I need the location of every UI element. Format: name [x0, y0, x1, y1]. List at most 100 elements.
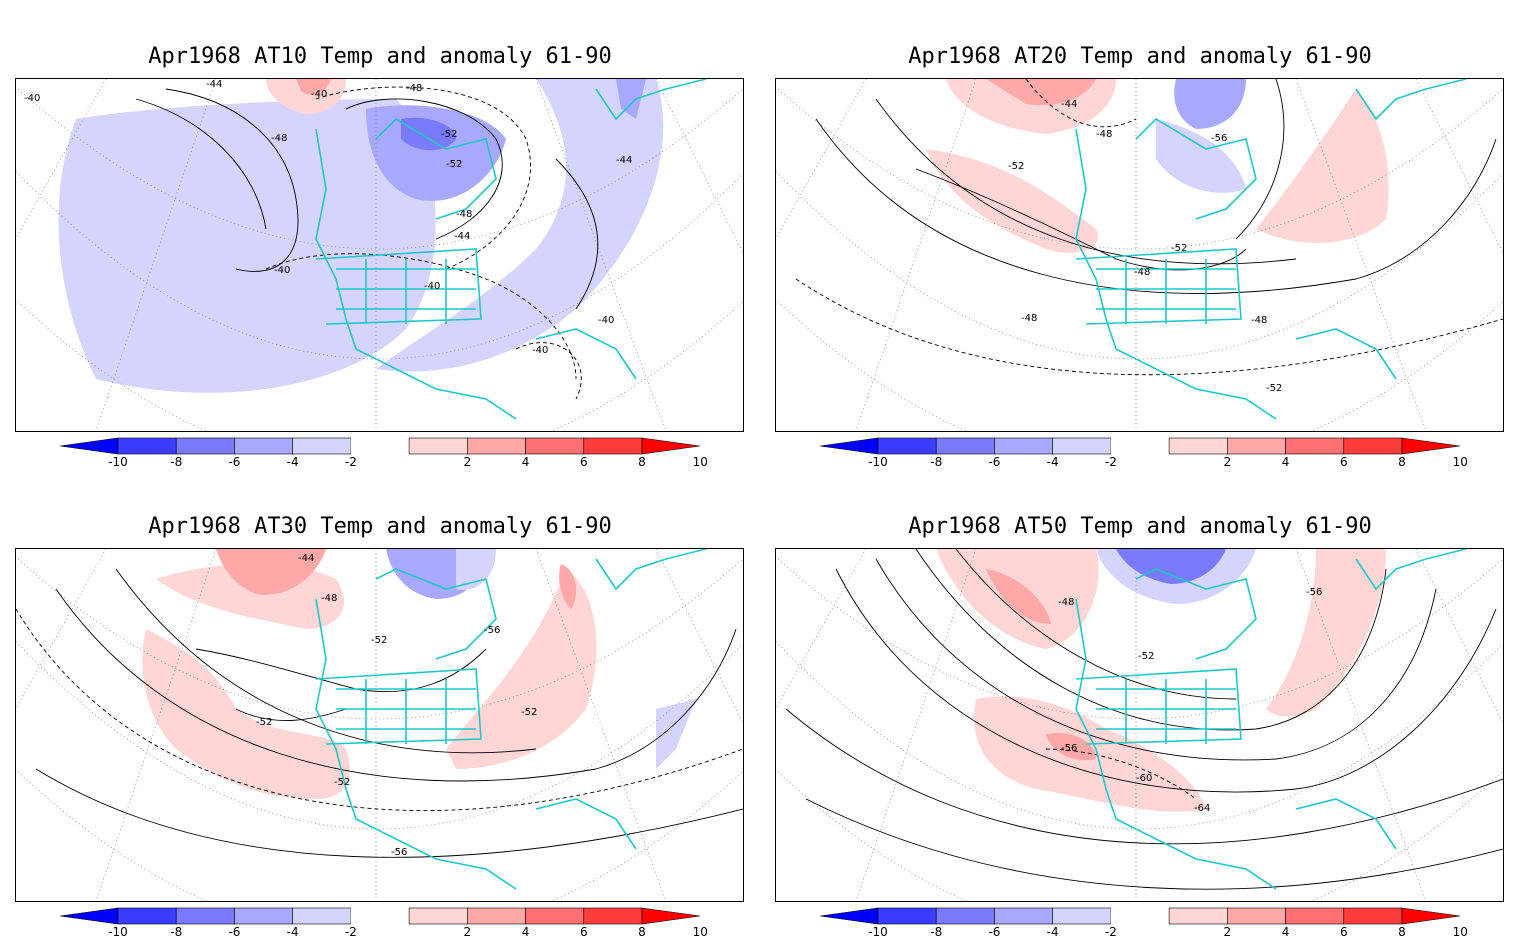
temperature-contours	[135, 86, 599, 400]
colorbar-tick-label: 2	[1224, 455, 1232, 469]
colorbar: -10 -8 -6 -4 -2 2 4 6 8 10	[59, 907, 708, 939]
colorbar-swatch	[1343, 437, 1403, 455]
colorbar-tick-label: 4	[522, 455, 530, 469]
colorbar-tick-label: 8	[1398, 455, 1406, 469]
contour-label: -44	[206, 79, 222, 90]
colorbar-swatch	[583, 437, 643, 455]
colorbar-tick-label: -10	[108, 925, 128, 939]
colorbar-swatch	[935, 907, 995, 925]
colorbar-tick-label: 8	[638, 455, 646, 469]
colorbar-swatch	[1285, 437, 1345, 455]
contour-label: -44	[616, 155, 632, 166]
colorbar-swatch	[117, 437, 177, 455]
colorbar-swatch	[1052, 437, 1112, 455]
colorbar-swatch	[1052, 907, 1112, 925]
map-at30: -44 -48 -52 -56 -52 -52 -52 -56	[16, 549, 743, 901]
colorbar-swatch	[59, 437, 119, 455]
colorbar-tick-label: -8	[170, 925, 182, 939]
colorbar-swatch	[1110, 908, 1170, 924]
temperature-contours	[16, 568, 743, 858]
contour-label: -48	[321, 593, 337, 604]
contour-label: -52	[1138, 651, 1154, 662]
colorbar-swatch	[1227, 907, 1286, 925]
contour-label: -56	[484, 625, 500, 636]
colorbar-swatch	[467, 437, 526, 455]
colorbar-swatch	[994, 907, 1053, 925]
map-frame: -40 -44 -48 -52 -48 -52 -40 -44 -48 -44 …	[15, 78, 744, 432]
colorbar-tick-label: -4	[287, 925, 299, 939]
colorbar-svg: -10 -8 -6 -4 -2 2 4 6 8 10	[59, 907, 708, 939]
colorbar-swatch	[994, 437, 1053, 455]
temperature-contours	[785, 549, 1503, 890]
colorbar-swatch	[819, 907, 879, 925]
contour-label: -52	[1266, 383, 1282, 394]
colorbar-swatch	[408, 907, 468, 925]
contour-label: -56	[1211, 133, 1227, 144]
colorbar-svg: -10 -8 -6 -4 -2 2 4 6 8 10	[819, 437, 1468, 469]
coastlines	[1075, 79, 1467, 420]
colorbar-tick-label: -8	[930, 455, 942, 469]
panel-title: Apr1968 AT20 Temp and anomaly 61-90	[908, 44, 1372, 69]
map-at20: -44 -48 -56 -52 -52 -48 -48 -48 -52	[776, 79, 1503, 431]
colorbar-tick-label: 10	[1453, 925, 1468, 939]
colorbar-tick-label: 8	[1398, 925, 1406, 939]
colorbar-tick-label: 6	[1340, 925, 1348, 939]
colorbar-swatch	[1401, 907, 1461, 925]
contour-label: -48	[406, 83, 422, 94]
coastlines	[1075, 549, 1467, 890]
colorbar-swatch	[1227, 437, 1286, 455]
colorbar-swatch	[175, 907, 235, 925]
colorbar-svg: -10 -8 -6 -4 -2 2 4 6 8 10	[819, 907, 1468, 939]
anomaly-shading	[926, 79, 1389, 253]
contour-label: -40	[311, 89, 327, 100]
contour-label: -52	[334, 777, 350, 788]
colorbar-swatch	[1110, 438, 1170, 454]
colorbar-tick-label: -6	[988, 455, 1000, 469]
colorbar-swatch	[877, 437, 937, 455]
colorbar-swatch	[525, 907, 585, 925]
colorbar-swatch	[175, 437, 235, 455]
colorbar-tick-label: 2	[464, 455, 472, 469]
colorbar-swatch	[641, 437, 701, 455]
colorbar-tick-label: 6	[580, 925, 588, 939]
colorbar: -10 -8 -6 -4 -2 2 4 6 8 10	[59, 437, 708, 469]
colorbar-tick-label: 10	[1453, 455, 1468, 469]
contour-label: -48	[1058, 597, 1074, 608]
temperature-contours	[795, 79, 1503, 376]
map-frame: -44 -48 -56 -52 -52 -48 -48 -48 -52	[775, 78, 1504, 432]
contour-label: -40	[598, 315, 614, 326]
colorbar-swatch	[350, 908, 410, 924]
contour-label: -52	[446, 159, 462, 170]
coastlines	[315, 79, 707, 420]
colorbar-tick-label: -10	[108, 455, 128, 469]
colorbar-svg: -10 -8 -6 -4 -2 2 4 6 8 10	[59, 437, 708, 469]
panel-at50: Apr1968 AT50 Temp and anomaly 61-90	[775, 510, 1505, 940]
panel-at30: Apr1968 AT30 Temp and anomaly 61-90	[15, 510, 745, 940]
colorbar-tick-label: -2	[345, 455, 357, 469]
colorbar-swatch	[467, 907, 526, 925]
contour-label: -60	[1136, 773, 1152, 784]
colorbar-swatch	[234, 437, 293, 455]
contour-label: -56	[1061, 743, 1077, 754]
contour-label: -44	[454, 231, 470, 242]
colorbar-swatch	[641, 907, 701, 925]
contour-label: -52	[1008, 161, 1024, 172]
colorbar-swatch	[117, 907, 177, 925]
contour-label: -48	[1251, 315, 1267, 326]
panel-title: Apr1968 AT50 Temp and anomaly 61-90	[908, 514, 1372, 539]
contour-label: -52	[441, 129, 457, 140]
map-frame: -44 -48 -52 -56 -52 -52 -52 -56	[15, 548, 744, 902]
colorbar-swatch	[525, 437, 585, 455]
colorbar: -10 -8 -6 -4 -2 2 4 6 8 10	[819, 437, 1468, 469]
map-at50: -48 -56 -52 -56 -60 -64	[776, 549, 1503, 901]
colorbar-tick-label: -10	[868, 455, 888, 469]
colorbar-swatch	[1401, 437, 1461, 455]
colorbar-tick-label: -6	[228, 925, 240, 939]
colorbar-swatch	[1168, 907, 1228, 925]
colorbar-swatch	[350, 438, 410, 454]
contour-label: -40	[274, 265, 290, 276]
colorbar-swatch	[935, 437, 995, 455]
contour-labels: -44 -48 -56 -52 -52 -48 -48 -48 -52	[1008, 99, 1282, 394]
anomaly-shading	[58, 79, 664, 393]
panel-at20: Apr1968 AT20 Temp and anomaly 61-90	[775, 40, 1505, 470]
